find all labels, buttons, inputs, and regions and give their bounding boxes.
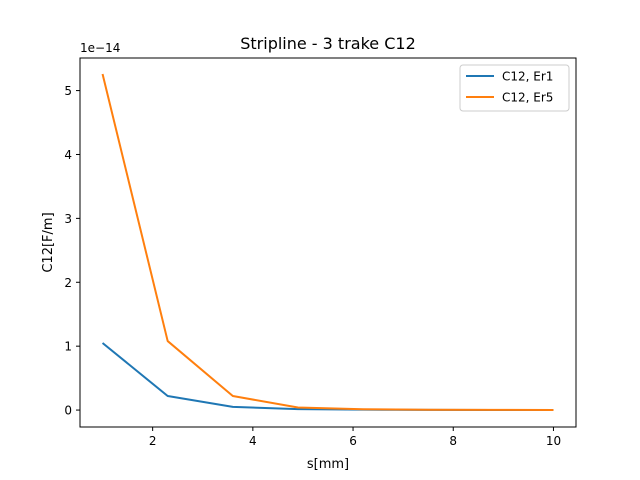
y-tick-label: 5 [64,84,72,98]
legend-label: C12, Er5 [502,91,553,105]
series-line-2 [101,73,554,411]
y-axis: 0 1 2 3 4 5 [64,84,80,418]
y-axis-label: C12[F/m] [41,212,56,272]
x-axis: 2 4 6 8 10 [149,427,561,448]
y-tick-label: 3 [64,212,72,226]
x-tick-label: 2 [149,434,157,448]
y-tick-label: 1 [64,340,72,354]
legend: C12, Er1 C12, Er5 [459,64,570,112]
x-axis-label: s[mm] [307,457,349,472]
y-tick-label: 2 [64,276,72,290]
x-tick-label: 4 [249,434,257,448]
x-tick-label: 8 [449,434,457,448]
y-axis-offset-label: 1e−14 [80,41,120,55]
y-tick-label: 0 [64,404,72,418]
plot-frame [79,57,577,428]
chart-title: Stripline - 3 trake C12 [240,34,416,53]
x-tick-label: 10 [546,434,561,448]
legend-label: C12, Er1 [502,70,553,84]
series-layer [101,73,554,411]
x-tick-label: 6 [349,434,357,448]
y-tick-label: 4 [64,148,72,162]
